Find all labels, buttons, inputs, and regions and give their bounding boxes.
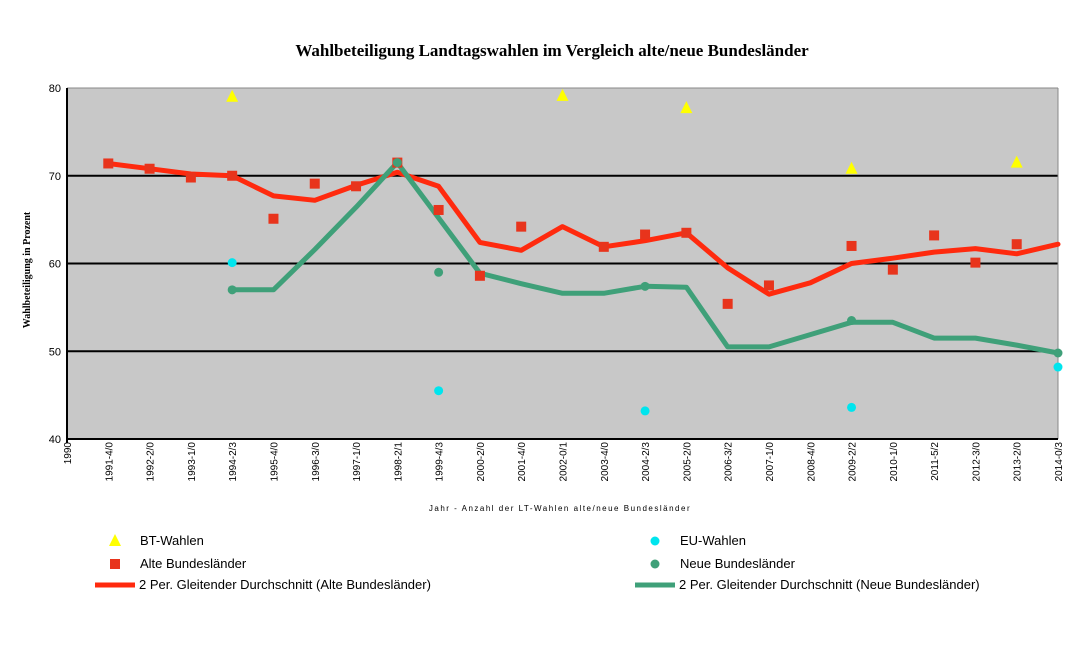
data-point-square [970,257,981,268]
x-tick-label: 2000-2/0 [476,442,487,482]
x-tick-label: 2002-0/1 [559,442,570,482]
data-point-square [351,181,362,192]
data-point-square [433,204,444,215]
data-point-triangle [680,101,693,114]
y-tick-label: 80 [49,83,61,95]
x-tick-label: 2004-2/3 [641,442,652,482]
data-point-square [887,264,898,275]
x-tick-label: 2001-4/0 [517,442,528,482]
moving-average-line-0 [105,161,1061,297]
data-point-square [474,270,485,281]
data-point-square [722,298,733,309]
data-point-square [309,178,320,189]
chart-title: Wahlbeteiligung Landtagswahlen im Vergle… [295,41,809,60]
data-point-square [516,221,527,232]
data-point-dot [434,386,444,396]
data-point-dot [434,267,444,277]
data-point-square [227,170,238,181]
x-tick-label: 2003-4/0 [600,442,611,482]
data-point-square [640,229,651,240]
legend-label: Neue Bundesländer [680,556,796,571]
x-tick-label: 1994-2/3 [228,442,239,482]
series-markers [103,88,1063,416]
x-axis-label: Jahr - Anzahl der LT-Wahlen alte/neue Bu… [429,504,691,513]
x-tick-label: 2009-2/2 [848,442,859,482]
x-tick-label: 2013-2/0 [1013,442,1024,482]
data-point-square [103,158,114,169]
x-tick-label: 2010-1/0 [889,442,900,482]
y-tick-label: 60 [49,259,61,271]
legend-label: 2 Per. Gleitender Durchschnitt (Neue Bun… [679,577,980,592]
data-point-dot [1053,348,1063,358]
legend-label: Alte Bundesländer [140,556,247,571]
data-point-dot [847,402,857,412]
data-point-square [763,280,774,291]
legend-swatch-marker [650,559,660,569]
x-tick-label: 2011-5/2 [930,442,941,481]
legend-swatch-marker [109,534,121,546]
data-point-dot [392,158,402,168]
x-tick-label: 2012-3/0 [971,442,982,482]
data-point-square [846,240,857,251]
data-point-dot [847,316,857,326]
data-point-dot [640,281,650,291]
data-point-square [681,227,692,238]
x-tick-label: 2007-1/0 [765,442,776,482]
x-tick-label: 1990 [63,442,74,465]
x-axis: 1990 1991-4/0 1992-2/0 1993-1/0 1994-2/3 1995… [63,442,1065,482]
legend-label: 2 Per. Gleitender Durchschnitt (Alte Bun… [139,577,431,592]
x-tick-label: 1991-4/0 [104,442,115,482]
y-tick-label: 50 [49,346,61,358]
legend: BT-Wahlen Alte Bundesländer 2 Per. Gleiten… [95,533,980,592]
y-tick-label: 40 [49,434,61,446]
data-point-square [929,230,940,241]
legend-label: BT-Wahlen [140,533,204,548]
x-tick-label: 1997-1/0 [352,442,363,482]
legend-swatch-marker [110,559,120,569]
x-tick-label: 1995-4/0 [269,442,280,482]
x-tick-label: 2008-4/0 [806,442,817,482]
data-point-dot [227,258,237,268]
data-point-dot [640,406,650,416]
x-tick-label: 1998-2/1 [393,442,404,482]
x-tick-label: 2014-0/3 [1054,442,1065,482]
y-axis: 40 50 60 70 80 [49,83,61,446]
legend-swatch-marker [650,536,660,546]
data-point-square [1011,239,1022,250]
legend-label: EU-Wahlen [680,533,746,548]
x-tick-label: 1993-1/0 [187,442,198,482]
data-point-triangle [226,89,239,102]
x-tick-label: 1996-3/0 [311,442,322,482]
y-axis-label: Wahlbeteiligung in Prozent [22,211,33,328]
x-tick-label: 1999-4/3 [435,442,446,482]
x-tick-label: 2005-2/0 [682,442,693,482]
data-point-square [185,172,196,183]
data-point-triangle [845,161,858,174]
data-point-triangle [1010,155,1023,168]
data-point-square [268,213,279,224]
data-point-triangle [556,88,569,101]
x-tick-label: 1992-2/0 [146,442,157,482]
data-point-dot [1053,362,1063,372]
data-point-square [144,163,155,174]
x-tick-label: 2006-3/2 [724,442,735,482]
data-point-dot [227,285,237,295]
y-tick-label: 70 [49,171,61,183]
data-point-square [598,241,609,252]
